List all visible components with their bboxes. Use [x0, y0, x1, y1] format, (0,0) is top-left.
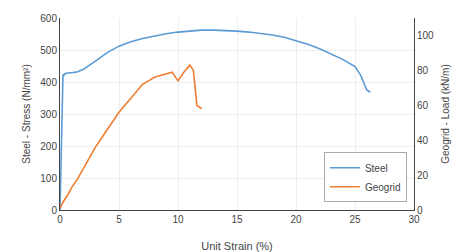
- svg-text:0: 0: [51, 205, 57, 216]
- svg-text:Steel - Stress (N/mm²): Steel - Stress (N/mm²): [21, 64, 32, 163]
- svg-text:20: 20: [417, 170, 429, 181]
- svg-text:100: 100: [40, 173, 57, 184]
- svg-text:60: 60: [417, 100, 429, 111]
- svg-text:20: 20: [290, 214, 302, 225]
- svg-text:600: 600: [40, 13, 57, 24]
- svg-text:0: 0: [417, 205, 423, 216]
- svg-text:Steel: Steel: [365, 163, 388, 174]
- svg-text:25: 25: [349, 214, 361, 225]
- svg-text:400: 400: [40, 77, 57, 88]
- svg-text:Unit Strain (%): Unit Strain (%): [201, 240, 273, 252]
- svg-text:500: 500: [40, 45, 57, 56]
- svg-text:10: 10: [172, 214, 184, 225]
- svg-text:100: 100: [417, 30, 434, 41]
- svg-text:0: 0: [57, 214, 63, 225]
- svg-text:200: 200: [40, 141, 57, 152]
- svg-text:Geogrid: Geogrid: [365, 182, 401, 193]
- svg-text:30: 30: [408, 214, 420, 225]
- svg-text:15: 15: [231, 214, 243, 225]
- svg-text:5: 5: [116, 214, 122, 225]
- svg-text:80: 80: [417, 65, 429, 76]
- svg-text:40: 40: [417, 135, 429, 146]
- svg-text:300: 300: [40, 109, 57, 120]
- svg-text:Geogrid - Load (kN/m): Geogrid - Load (kN/m): [440, 64, 451, 163]
